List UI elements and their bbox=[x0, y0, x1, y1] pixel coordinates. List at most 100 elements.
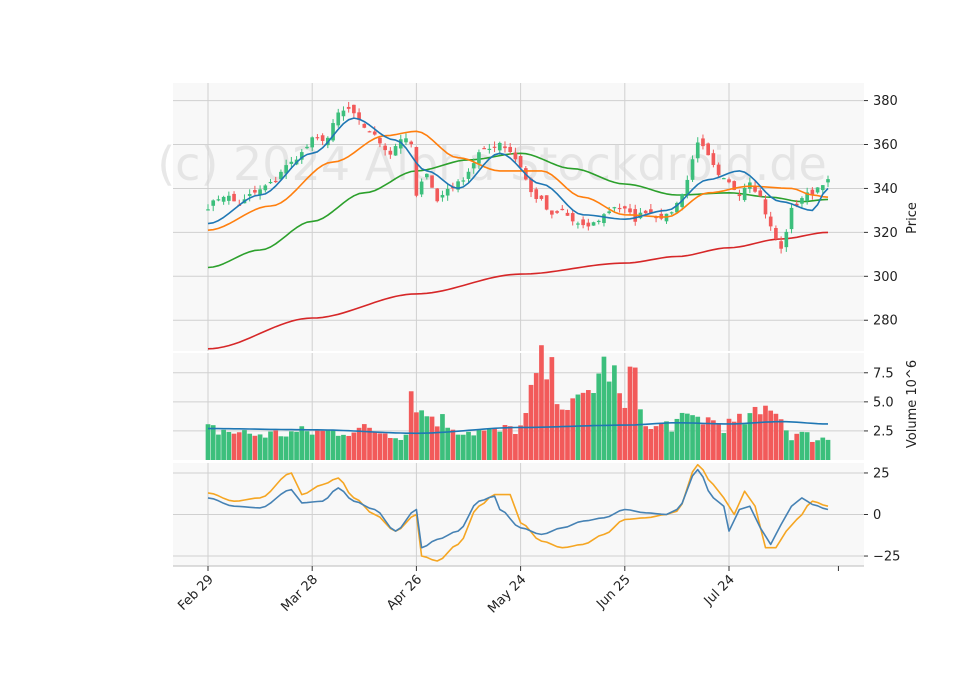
volume-bar bbox=[216, 434, 221, 460]
candle-body bbox=[654, 216, 658, 219]
volume-bar bbox=[643, 426, 648, 460]
candle-body bbox=[398, 139, 403, 149]
candle-body bbox=[643, 210, 648, 214]
candle-body bbox=[784, 231, 789, 248]
y-tick-label: 340 bbox=[873, 182, 898, 197]
candle-body bbox=[388, 150, 393, 155]
candle-body bbox=[560, 208, 565, 211]
candle-body bbox=[544, 195, 549, 210]
volume-bar bbox=[210, 425, 216, 460]
volume-bar bbox=[231, 433, 237, 460]
candle-body bbox=[539, 195, 544, 199]
volume-bar bbox=[669, 431, 675, 460]
y-tick-label: 7.5 bbox=[873, 366, 894, 381]
candle-body bbox=[565, 212, 570, 216]
oscillator-main-path bbox=[207, 468, 829, 549]
volume-bar bbox=[335, 435, 341, 460]
candle-body bbox=[576, 223, 580, 225]
candle-body bbox=[331, 123, 335, 141]
candle-body bbox=[763, 199, 768, 215]
volume-bar bbox=[518, 425, 523, 460]
volume-bar bbox=[424, 416, 430, 460]
volume-bar bbox=[346, 435, 352, 460]
volume-average-line bbox=[208, 420, 828, 435]
volume-bar bbox=[419, 410, 424, 460]
volume-bar bbox=[502, 425, 508, 460]
candle-body bbox=[346, 106, 351, 109]
candle-body bbox=[669, 212, 674, 214]
volume-bar bbox=[492, 428, 497, 460]
candle-body bbox=[820, 185, 825, 191]
candle-body bbox=[508, 146, 513, 152]
candle-body bbox=[826, 179, 830, 183]
volume-bar bbox=[591, 393, 596, 460]
volume-bar bbox=[528, 384, 534, 460]
volume-bar bbox=[221, 429, 226, 460]
volume-bars bbox=[205, 345, 831, 460]
oscillator-lines bbox=[207, 463, 829, 562]
candle-body bbox=[336, 112, 341, 126]
volume-bar bbox=[481, 430, 487, 460]
volume-bar bbox=[674, 418, 680, 460]
candle-body bbox=[492, 146, 497, 148]
volume-bar bbox=[549, 357, 555, 460]
volume-bar bbox=[632, 367, 638, 460]
x-tick-label: Apr 26 bbox=[384, 572, 425, 613]
candle-body bbox=[805, 192, 809, 202]
ma-mid-path bbox=[207, 130, 829, 231]
volume-bar bbox=[377, 433, 383, 460]
x-tick-label: Mar 28 bbox=[278, 572, 321, 615]
volume-bar bbox=[408, 391, 414, 460]
volume-bar bbox=[768, 410, 774, 460]
volume-bar bbox=[783, 430, 789, 460]
volume-bar bbox=[273, 430, 279, 460]
x-tick-label: Jul 24 bbox=[701, 572, 738, 609]
volume-bar bbox=[523, 413, 529, 460]
volume-bar bbox=[638, 409, 643, 460]
volume-bar bbox=[533, 373, 539, 460]
candle-body bbox=[253, 190, 257, 193]
candle-body bbox=[518, 156, 523, 168]
volume-bar bbox=[815, 440, 820, 460]
candle-body bbox=[227, 195, 231, 201]
ma-short-line bbox=[207, 117, 829, 225]
volume-bar bbox=[778, 419, 784, 460]
candle-body bbox=[268, 181, 273, 184]
volume-bar bbox=[320, 430, 325, 460]
y-tick-label: 320 bbox=[873, 226, 898, 241]
volume-bar bbox=[382, 433, 388, 460]
candle-body bbox=[737, 194, 742, 197]
candle-body bbox=[711, 153, 716, 165]
candle-body bbox=[690, 159, 695, 180]
volume-bar bbox=[648, 429, 654, 460]
candle-body bbox=[503, 146, 507, 149]
candle-body bbox=[221, 196, 226, 202]
candle-body bbox=[440, 194, 445, 198]
candle-body bbox=[794, 203, 799, 206]
candle-body bbox=[456, 181, 460, 190]
y-tick-label: 25 bbox=[873, 466, 890, 481]
volume-bar bbox=[466, 431, 471, 460]
volume-bar bbox=[226, 431, 232, 460]
volume-bar bbox=[351, 432, 357, 460]
candle-body bbox=[753, 186, 757, 192]
candle-body bbox=[466, 171, 471, 179]
candle-body bbox=[617, 207, 622, 210]
volume-average-path bbox=[208, 420, 828, 435]
candle-body bbox=[675, 202, 679, 213]
candle-body bbox=[284, 165, 288, 174]
volume-bar bbox=[789, 440, 794, 460]
candle-body bbox=[310, 137, 315, 148]
volume-bar bbox=[690, 415, 695, 460]
volume-bar bbox=[658, 423, 664, 460]
candle-body bbox=[279, 171, 283, 180]
candle-body bbox=[357, 112, 361, 120]
volume-bar bbox=[799, 431, 805, 460]
price-axis-label: Price bbox=[905, 202, 920, 234]
candle-body bbox=[789, 207, 794, 230]
candle-body bbox=[482, 148, 486, 150]
candle-body bbox=[487, 148, 492, 151]
candle-body bbox=[352, 104, 356, 114]
volume-bar bbox=[440, 414, 445, 460]
